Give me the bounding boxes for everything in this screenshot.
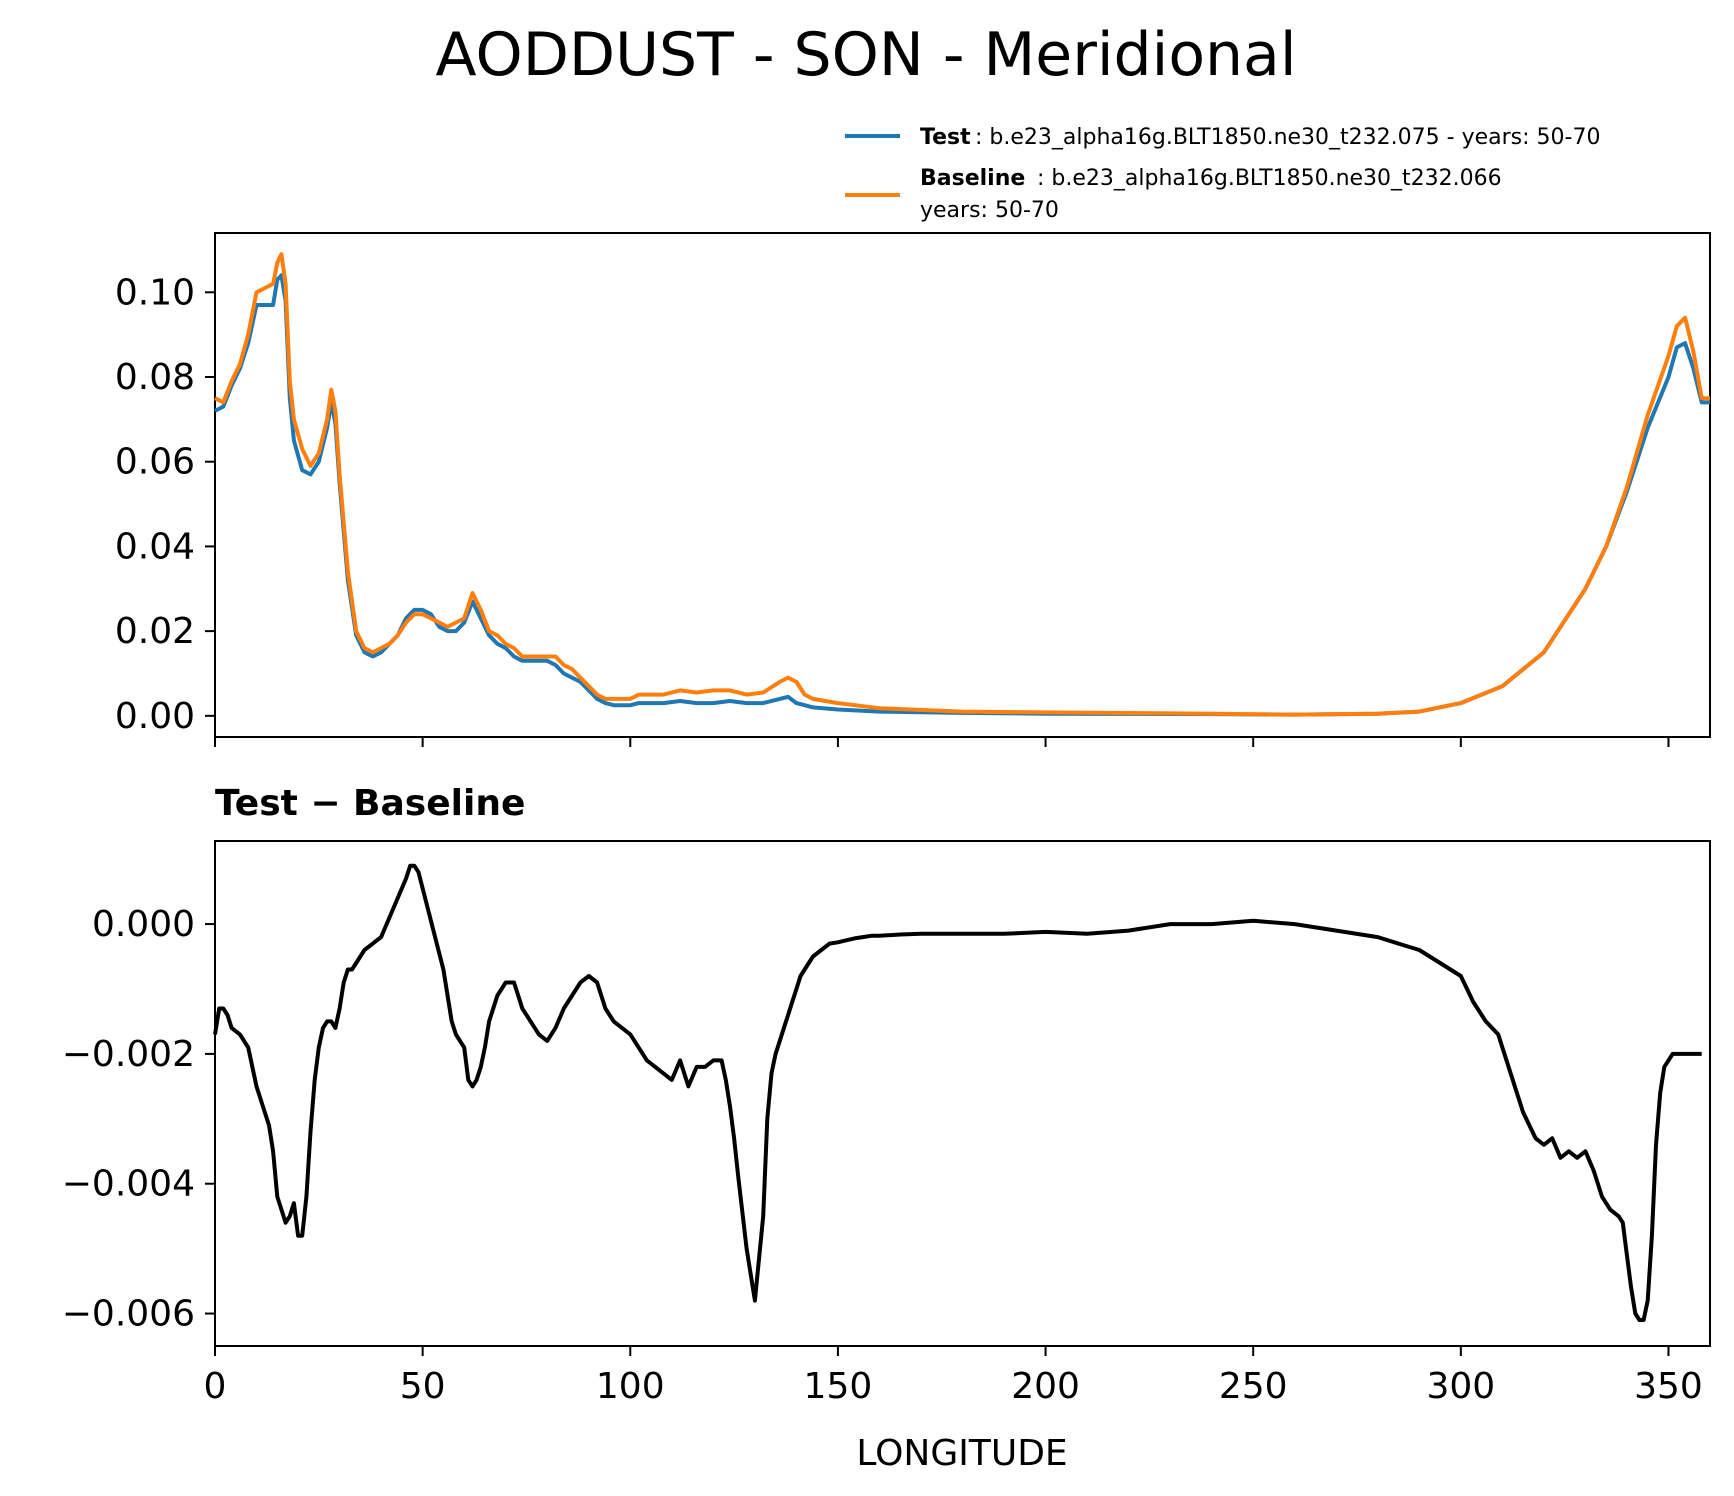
bottom-y-tick-label: −0.006: [62, 1294, 195, 1335]
x-tick-label: 0: [204, 1366, 227, 1407]
top-x-ticks: [214, 737, 1670, 747]
bottom-y-tick-label: −0.004: [62, 1164, 195, 1205]
x-tick-label: 200: [1011, 1366, 1080, 1407]
top-y-tick-label: 0.02: [115, 611, 195, 652]
legend-baseline-label: Baseline: [920, 166, 1025, 191]
legend-test-label: Test: [920, 125, 971, 150]
top-series: [214, 252, 1710, 717]
top-y-ticks: 0.00 0.02 0.04 0.06 0.08 0.10: [115, 272, 215, 737]
bottom-y-ticks: −0.006 −0.004 −0.002 0.000: [62, 904, 215, 1335]
legend-test-text: : b.e23_alpha16g.BLT1850.ne30_t232.075 -…: [975, 125, 1600, 150]
x-axis-label: LONGITUDE: [856, 1433, 1067, 1474]
legend-baseline-text: : b.e23_alpha16g.BLT1850.ne30_t232.066: [1037, 166, 1502, 191]
bottom-series: [213, 863, 1702, 1322]
top-y-tick-label: 0.04: [115, 526, 195, 567]
bottom-x-ticks: 0 50 100 150 200 250 300 350: [204, 1346, 1703, 1407]
top-y-tick-label: 0.08: [115, 357, 195, 398]
series-line-test: [214, 273, 1710, 717]
x-tick-label: 350: [1634, 1366, 1703, 1407]
x-tick-label: 100: [596, 1366, 665, 1407]
bottom-panel: −0.006 −0.004 −0.002 0.000 0 50 100 150 200 250 3…: [62, 840, 1711, 1407]
top-y-tick-label: 0.10: [115, 272, 195, 313]
x-tick-label: 300: [1426, 1366, 1495, 1407]
series-line-test-baseline: [213, 863, 1702, 1322]
top-plot-frame: [214, 232, 1711, 738]
bottom-y-tick-label: 0.000: [92, 904, 195, 945]
x-tick-label: 150: [804, 1366, 873, 1407]
x-tick-label: 50: [400, 1366, 446, 1407]
difference-subtitle: Test − Baseline: [215, 783, 525, 824]
x-tick-label: 250: [1219, 1366, 1288, 1407]
bottom-y-tick-label: −0.002: [62, 1034, 195, 1075]
top-panel: 0.00 0.02 0.04 0.06 0.08 0.10: [115, 232, 1711, 747]
legend: Test : b.e23_alpha16g.BLT1850.ne30_t232.…: [845, 125, 1600, 223]
top-y-tick-label: 0.06: [115, 442, 195, 483]
legend-baseline-text2: years: 50-70: [920, 198, 1059, 223]
top-y-tick-label: 0.00: [115, 696, 195, 737]
bottom-plot-frame: [214, 840, 1711, 1347]
chart-title: AODDUST - SON - Meridional: [435, 20, 1296, 90]
series-line-baseline: [214, 252, 1710, 717]
